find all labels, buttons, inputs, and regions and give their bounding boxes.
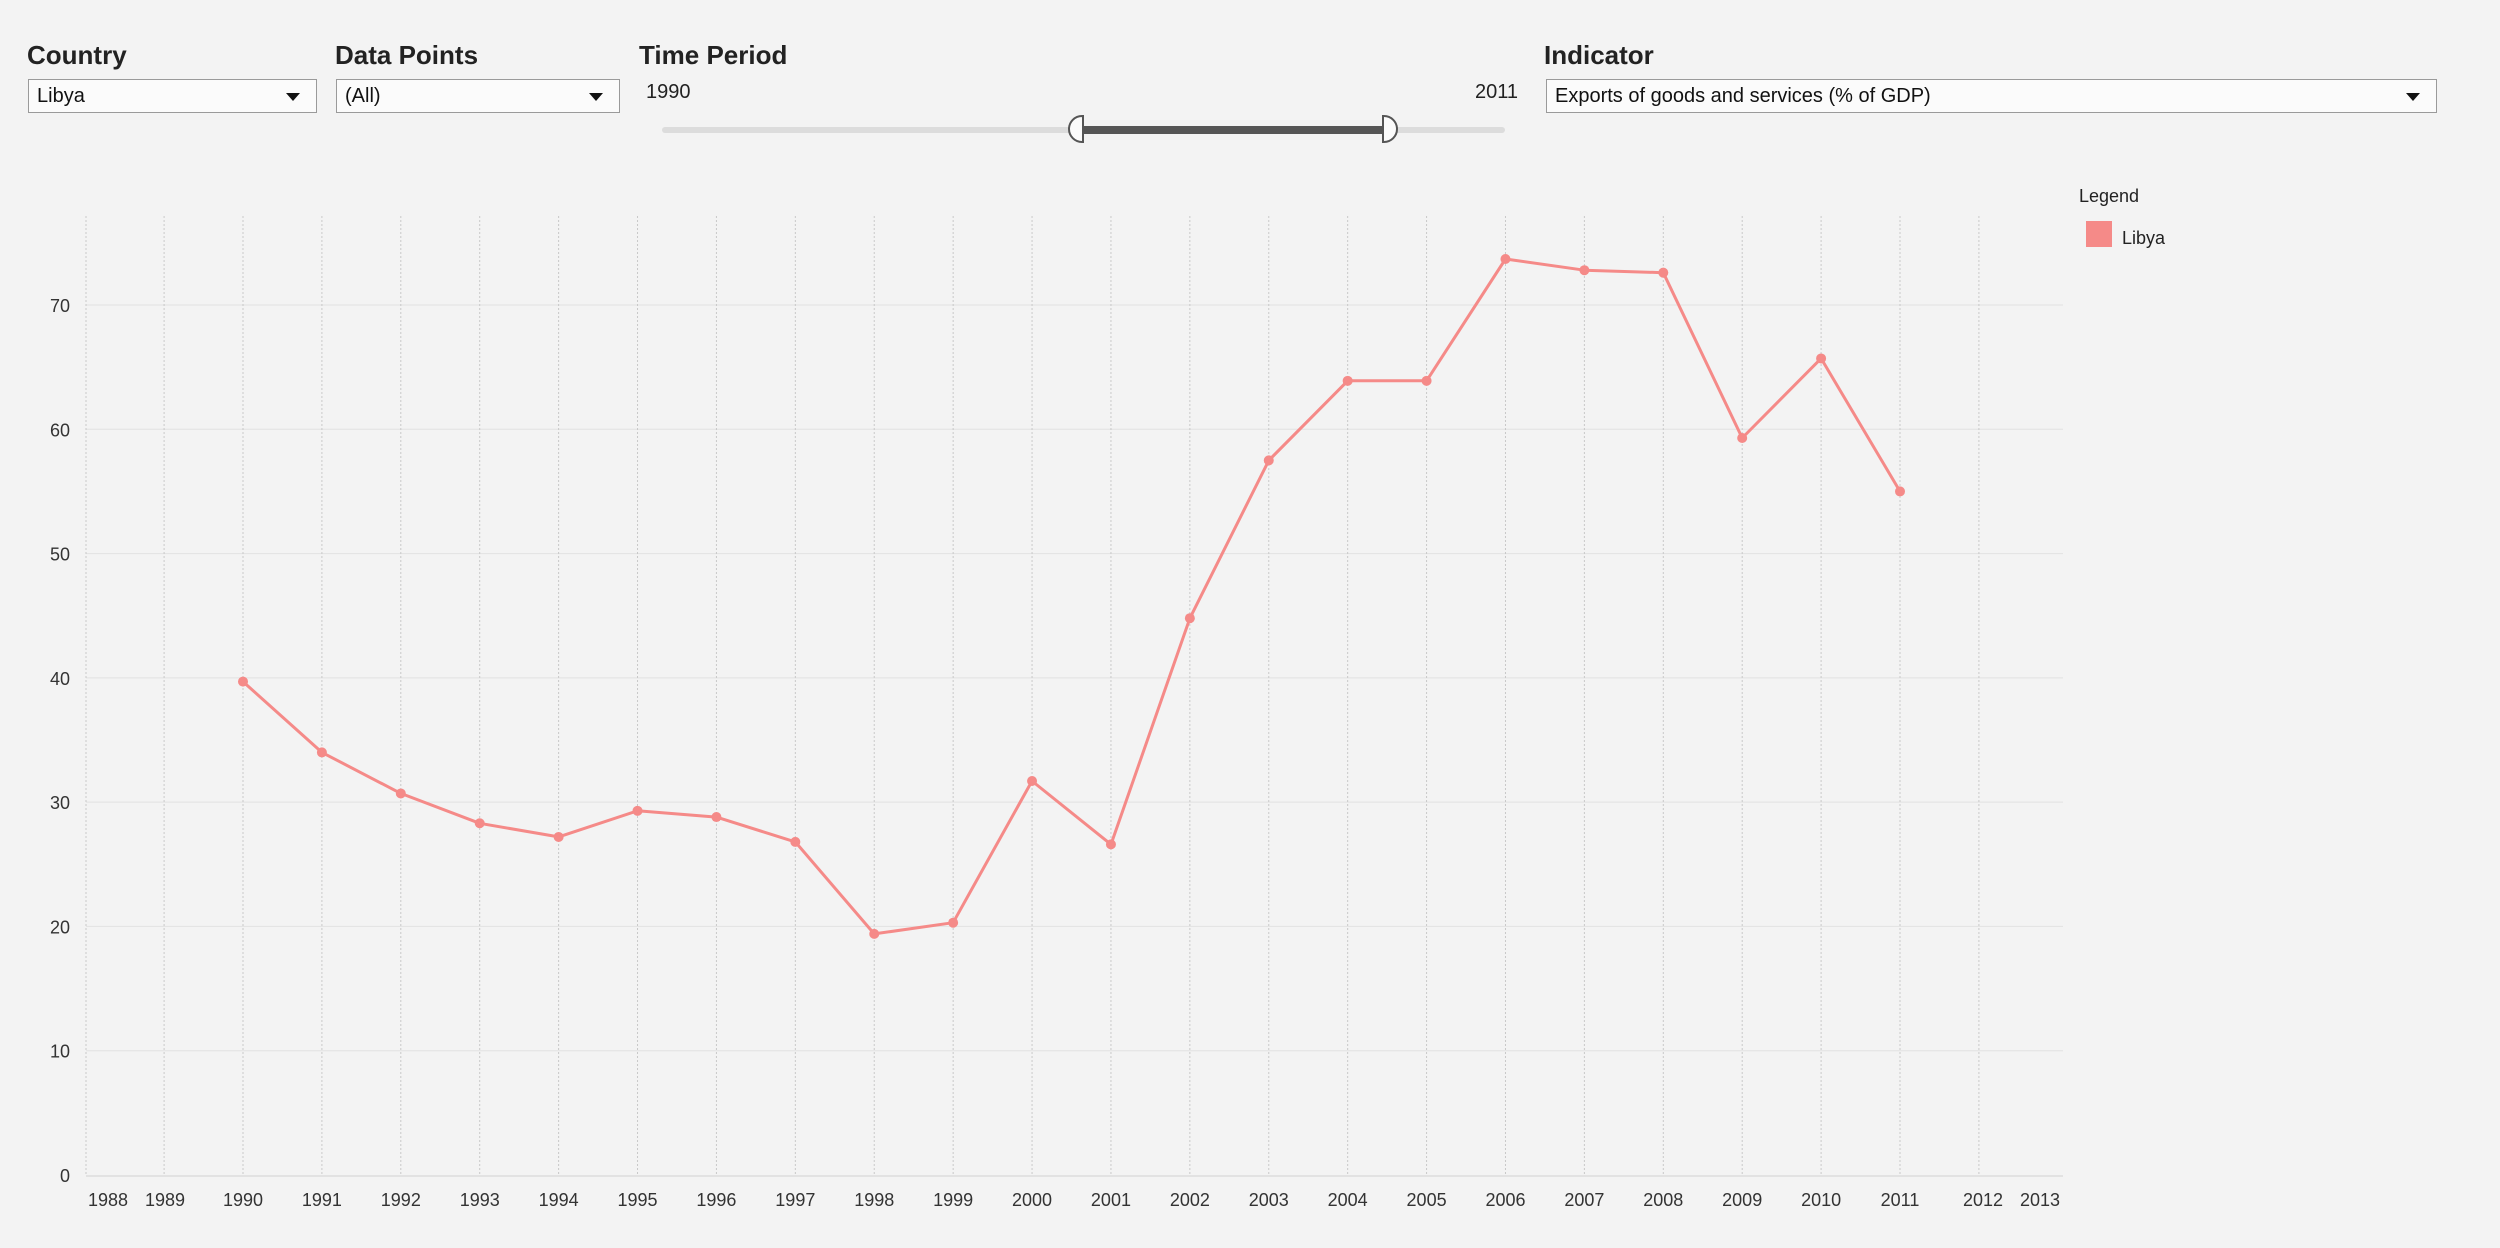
x-tick-label: 1997 [775, 1190, 815, 1210]
x-tick-label: 2008 [1643, 1190, 1683, 1210]
data-point[interactable] [1342, 375, 1353, 386]
data-point[interactable] [711, 812, 722, 823]
chevron-down-icon [2406, 93, 2420, 101]
data-point[interactable] [1895, 486, 1905, 497]
x-tick-label: 1998 [854, 1190, 894, 1210]
indicator-select[interactable]: Exports of goods and services (% of GDP) [1546, 79, 2437, 113]
chart-axes: 0 10 20 30 40 50 60 70 1988 1989 1990 1991 1992 1993 1… [50, 296, 2063, 1210]
y-tick-label: 50 [50, 545, 70, 565]
y-tick-label: 30 [50, 793, 70, 813]
data-point[interactable] [1737, 432, 1748, 443]
time-period-start-handle[interactable] [1068, 115, 1084, 143]
y-tick-label: 20 [50, 917, 70, 937]
country-select[interactable]: Libya [28, 79, 317, 113]
time-period-start: 1990 [646, 81, 691, 103]
x-tick-label: 2013 [2020, 1190, 2060, 1210]
x-tick-label: 2003 [1249, 1190, 1289, 1210]
x-tick-label: 2002 [1170, 1190, 1210, 1210]
x-tick-label: 2000 [1012, 1190, 1052, 1210]
legend-swatch-libya[interactable] [2086, 221, 2112, 247]
country-select-value: Libya [37, 85, 85, 107]
data-point[interactable] [474, 818, 485, 829]
data-point[interactable] [1500, 254, 1511, 265]
x-tick-label: 2006 [1485, 1190, 1525, 1210]
data-point[interactable] [395, 788, 406, 799]
y-tick-label: 10 [50, 1042, 70, 1062]
indicator-select-value: Exports of goods and services (% of GDP) [1555, 85, 1931, 107]
data-points-select[interactable]: (All) [336, 79, 620, 113]
y-tick-label: 0 [60, 1166, 70, 1186]
data-point[interactable] [316, 747, 327, 758]
x-tick-label: 2001 [1091, 1190, 1131, 1210]
data-point[interactable] [1105, 839, 1116, 850]
x-tick-label: 1992 [381, 1190, 421, 1210]
y-tick-label: 40 [50, 669, 70, 689]
country-title: Country [27, 40, 127, 70]
time-period-end: 2011 [1475, 81, 1519, 103]
x-tick-label: 2010 [1801, 1190, 1841, 1210]
time-period-title: Time Period [639, 40, 788, 70]
x-tick-label: 1990 [223, 1190, 263, 1210]
chart-series [238, 254, 1905, 939]
data-point[interactable] [553, 831, 564, 842]
x-tick-label: 1993 [460, 1190, 500, 1210]
x-tick-label: 1988 [88, 1190, 128, 1210]
y-tick-label: 70 [50, 296, 70, 316]
x-tick-label: 1989 [145, 1190, 185, 1210]
data-point[interactable] [1184, 613, 1195, 624]
x-tick-label: 2007 [1564, 1190, 1604, 1210]
time-period-slider-range[interactable] [1075, 126, 1390, 134]
data-point[interactable] [869, 928, 880, 939]
legend-title: Legend [2079, 186, 2140, 206]
data-point[interactable] [1263, 455, 1274, 466]
x-tick-label: 2011 [1881, 1190, 1920, 1210]
series-line-libya [241, 257, 1902, 936]
data-point[interactable] [238, 676, 248, 687]
data-point[interactable] [948, 917, 959, 928]
x-tick-label: 2009 [1722, 1190, 1762, 1210]
data-point[interactable] [1816, 353, 1827, 364]
x-tick-label: 1999 [933, 1190, 973, 1210]
data-points-title: Data Points [335, 40, 479, 70]
x-tick-label: 2004 [1328, 1190, 1368, 1210]
legend-label-libya[interactable]: Libya [2122, 228, 2166, 248]
chevron-down-icon [286, 93, 300, 101]
data-point[interactable] [632, 805, 643, 816]
data-point[interactable] [790, 836, 801, 847]
data-point[interactable] [1027, 776, 1038, 787]
data-point[interactable] [1421, 375, 1432, 386]
y-tick-label: 60 [50, 420, 70, 440]
x-tick-label: 1994 [539, 1190, 579, 1210]
x-tick-label: 2012 [1963, 1190, 2003, 1210]
data-point[interactable] [1658, 267, 1669, 278]
data-points-select-value: (All) [345, 85, 381, 107]
indicator-title: Indicator [1544, 40, 1654, 70]
x-tick-label: 1996 [696, 1190, 736, 1210]
x-tick-label: 1995 [618, 1190, 658, 1210]
x-tick-label: 1991 [302, 1190, 342, 1210]
chart-grid [85, 216, 2063, 1175]
chevron-down-icon [589, 93, 603, 101]
x-tick-label: 2005 [1407, 1190, 1447, 1210]
data-point[interactable] [1579, 265, 1590, 276]
